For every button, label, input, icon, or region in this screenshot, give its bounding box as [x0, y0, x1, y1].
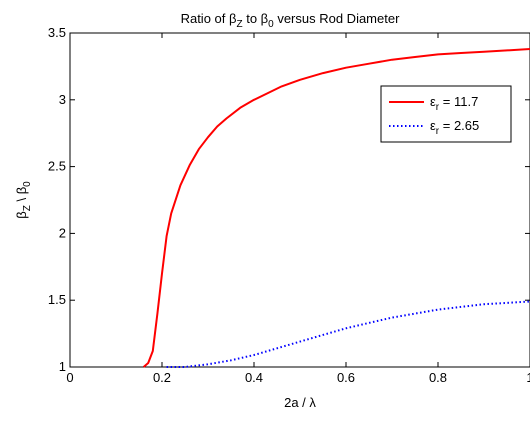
legend-label-series-1: εr = 11.7 [430, 94, 478, 113]
y-axis-label: βZ \ β0 [14, 181, 33, 219]
x-tick-label: 1 [526, 370, 530, 385]
y-tick-label: 2.5 [48, 159, 66, 174]
plot-area [69, 32, 530, 368]
legend: εr = 11.7 εr = 2.65 [380, 85, 512, 143]
y-tick-label: 3.5 [48, 25, 66, 40]
series-line-1 [142, 48, 530, 368]
y-tick-label: 1 [59, 359, 66, 374]
series-line-2 [166, 300, 530, 368]
x-tick-label: 0.6 [337, 370, 355, 385]
chart-title: Ratio of βZ to β0 versus Rod Diameter [181, 11, 401, 30]
legend-label-series-2: εr = 2.65 [430, 118, 479, 137]
y-tick-label: 1.5 [48, 292, 66, 307]
x-tick-label: 0 [66, 370, 73, 385]
y-tick-label: 3 [59, 92, 66, 107]
x-axis-label: 2a / λ [284, 395, 316, 410]
x-tick-label: 0.2 [153, 370, 171, 385]
y-tick-label: 2 [59, 225, 66, 240]
legend-box [380, 85, 512, 143]
x-tick-label: 0.4 [245, 370, 263, 385]
series-lines [142, 48, 530, 368]
axis-ticks: 0 0.2 0.4 0.6 0.8 1 1 1.5 2 2.5 3 3.5 [48, 25, 530, 385]
x-tick-label: 0.8 [429, 370, 447, 385]
